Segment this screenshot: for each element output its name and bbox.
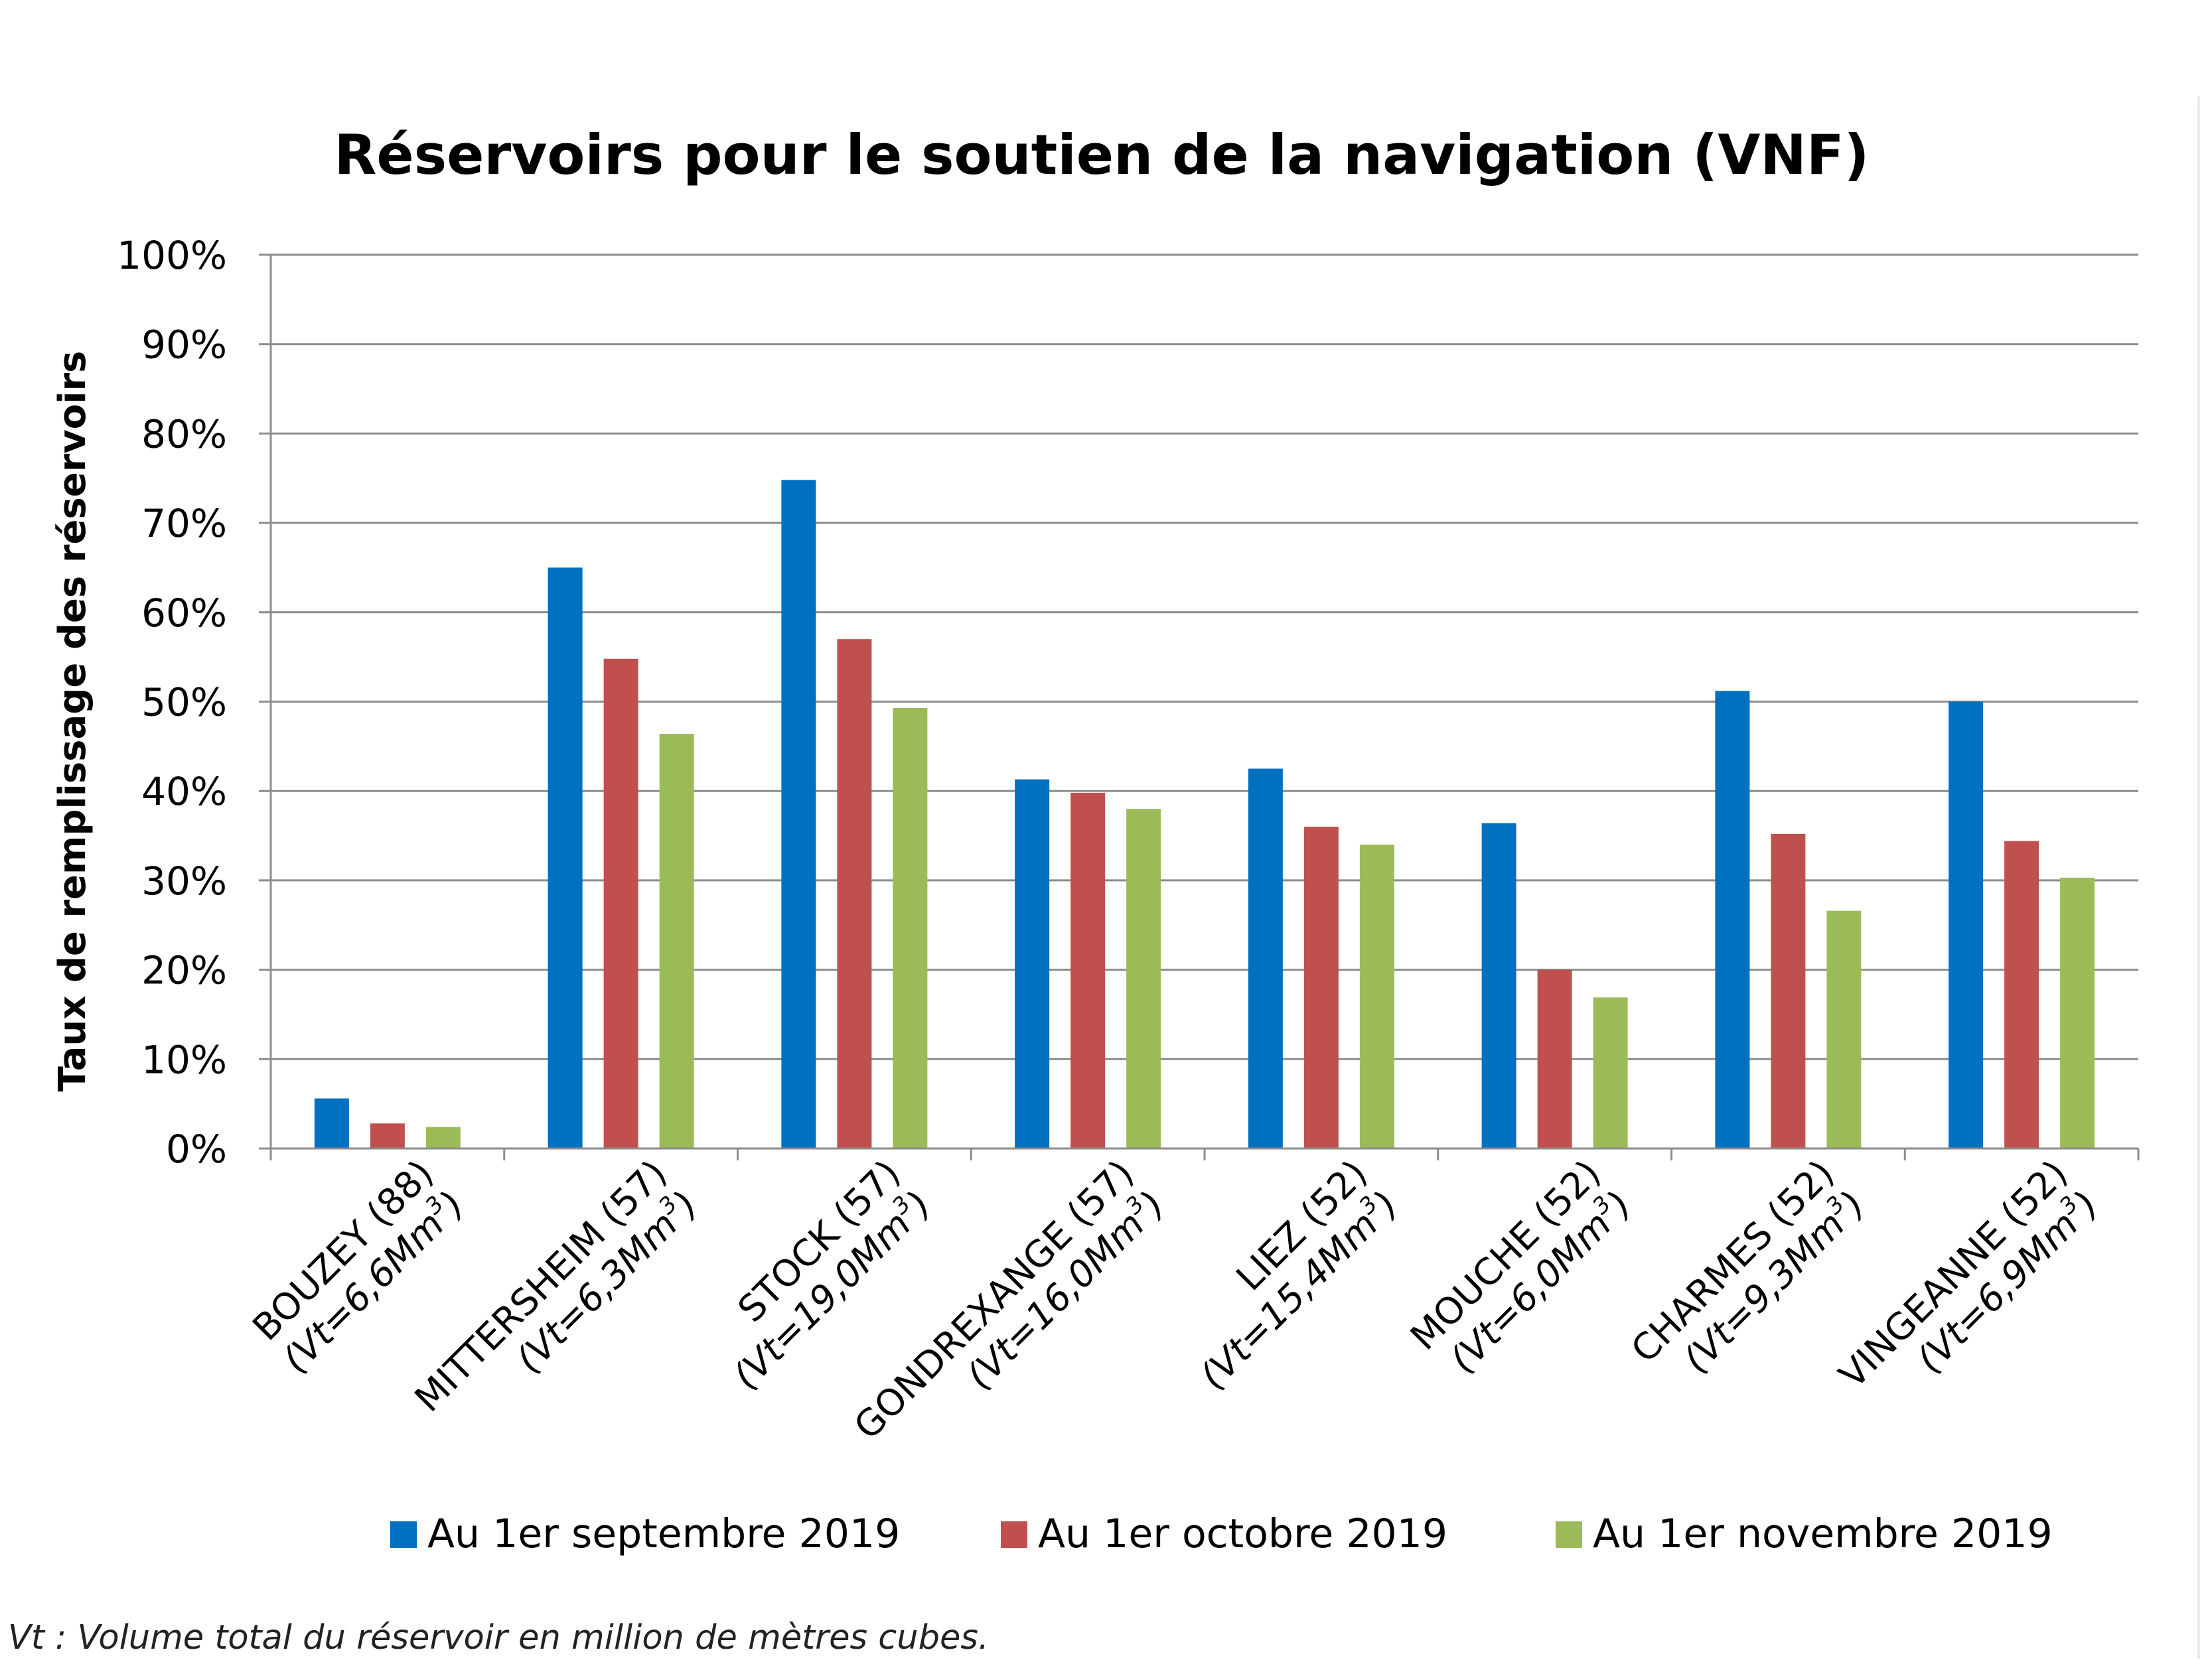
bar-gondrexange-57-series-1	[1015, 779, 1050, 1148]
bar-liez-52-series-1	[1248, 768, 1283, 1148]
bar-bouzey-88-series-1	[314, 1098, 349, 1148]
y-tick-label: 100%	[117, 233, 227, 278]
legend-item-series-1: Au 1er septembre 2019	[390, 1511, 900, 1557]
bar-gondrexange-57-series-2	[1070, 792, 1106, 1148]
bar-vingeanne-52-series-3	[2060, 877, 2095, 1148]
legend: Au 1er septembre 2019 Au 1er octobre 2019…	[390, 1511, 2053, 1557]
y-tick-label: 80%	[141, 411, 227, 456]
bar-mouche-52-series-1	[1481, 823, 1516, 1148]
bar-mouche-52-series-3	[1593, 997, 1628, 1148]
bar-vingeanne-52-series-1	[1949, 701, 1984, 1148]
y-tick-label: 10%	[141, 1037, 227, 1082]
legend-swatch	[1556, 1521, 1582, 1548]
bar-bouzey-88-series-2	[370, 1123, 405, 1148]
legend-swatch	[1001, 1521, 1027, 1548]
bar-mittersheim-57-series-1	[548, 567, 583, 1148]
y-tick-label: 40%	[141, 769, 227, 814]
bar-stock-57-series-3	[893, 707, 928, 1148]
bars	[314, 480, 2095, 1148]
bar-stock-57-series-2	[837, 639, 872, 1148]
axes	[259, 253, 2140, 1160]
legend-label: Au 1er octobre 2019	[1038, 1511, 1447, 1557]
y-axis-title: Taux de remplissage des réservoirs	[51, 351, 94, 1092]
y-tick-label: 60%	[141, 590, 227, 636]
chart-title: Réservoirs pour le soutien de la navigat…	[334, 123, 1870, 187]
bar-liez-52-series-3	[1359, 845, 1394, 1148]
bar-mouche-52-series-2	[1537, 969, 1572, 1148]
y-axis-tick-labels: 0% 10% 20% 30% 40% 50% 60% 70% 80% 90% 100%	[117, 233, 227, 1172]
bar-charmes-52-series-2	[1771, 833, 1806, 1148]
y-tick-label: 30%	[141, 859, 227, 904]
bar-gondrexange-57-series-3	[1126, 809, 1161, 1148]
bar-charmes-52-series-3	[1826, 910, 1862, 1148]
footnote: Vt : Volume total du réservoir en millio…	[8, 1618, 989, 1657]
y-tick-label: 20%	[141, 948, 227, 993]
legend-label: Au 1er septembre 2019	[427, 1511, 900, 1557]
y-tick-label: 90%	[141, 322, 227, 368]
y-tick-label: 50%	[141, 680, 227, 725]
legend-swatch	[390, 1521, 417, 1548]
bar-bouzey-88-series-3	[425, 1127, 461, 1148]
legend-item-series-3: Au 1er novembre 2019	[1556, 1511, 2053, 1557]
bar-charmes-52-series-1	[1715, 691, 1750, 1148]
bar-liez-52-series-2	[1303, 827, 1339, 1148]
bar-mittersheim-57-series-2	[603, 658, 638, 1148]
bar-stock-57-series-1	[781, 480, 816, 1148]
bar-mittersheim-57-series-3	[659, 733, 694, 1148]
bar-vingeanne-52-series-2	[2004, 841, 2039, 1148]
legend-label: Au 1er novembre 2019	[1593, 1511, 2053, 1557]
y-tick-label: 0%	[166, 1127, 227, 1172]
legend-item-series-2: Au 1er octobre 2019	[1001, 1511, 1447, 1557]
y-tick-label: 70%	[141, 501, 227, 546]
